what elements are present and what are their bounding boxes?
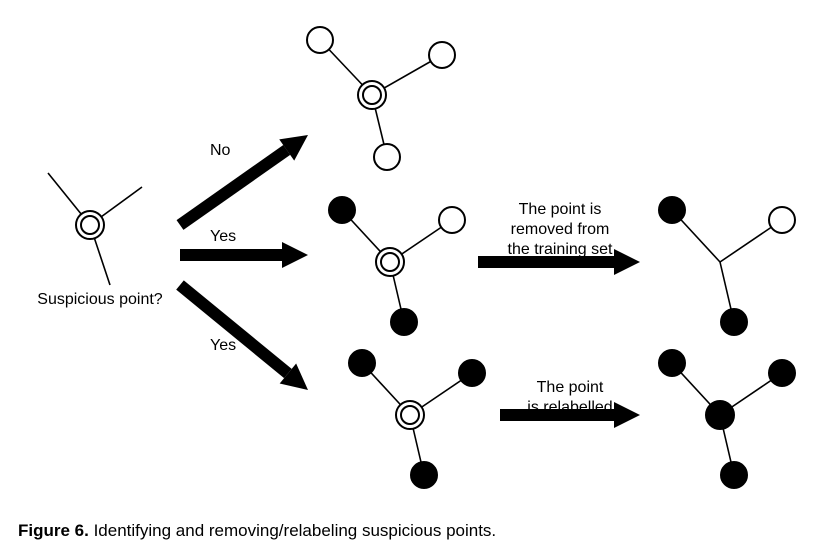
no-label: No <box>210 141 230 161</box>
figure-caption: Figure 6. Identifying and removing/relab… <box>18 521 496 541</box>
yes-label-2: Yes <box>210 336 236 356</box>
suspicious-point-label: Suspicious point? <box>20 290 180 310</box>
relabelled-label: The point is relabelled <box>500 378 640 418</box>
removed-label: The point is removed from the training s… <box>480 200 640 260</box>
yes-label-1: Yes <box>210 227 236 247</box>
